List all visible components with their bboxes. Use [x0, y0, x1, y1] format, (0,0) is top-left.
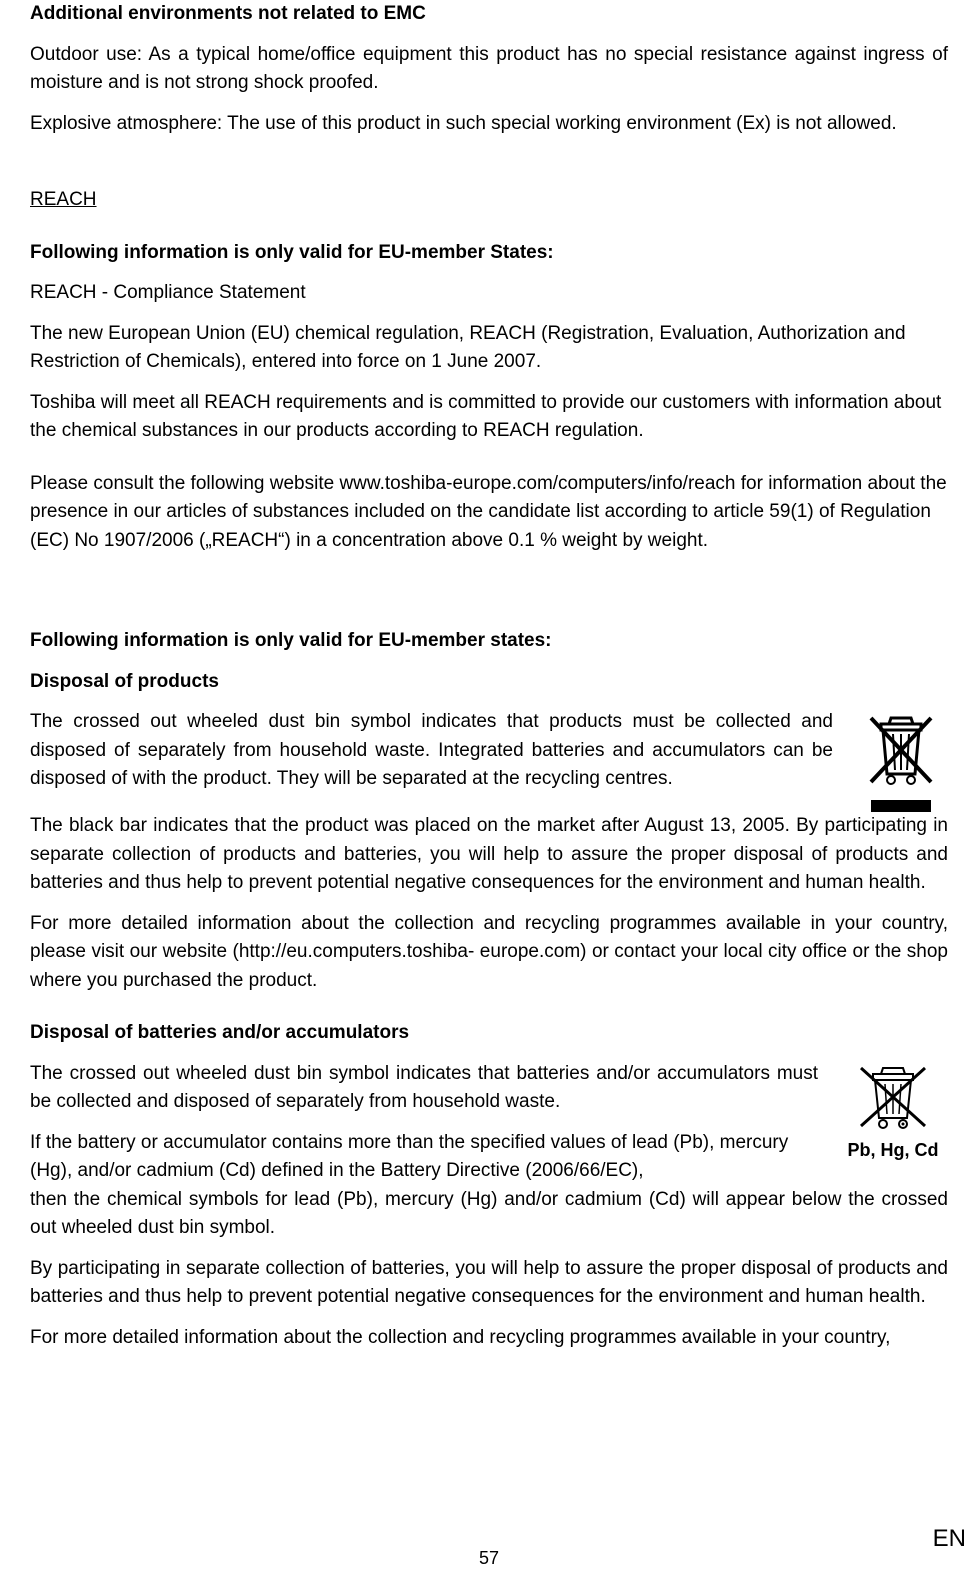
weee-bin-icon [853, 712, 948, 812]
language-label: EN [933, 1525, 966, 1553]
weee-black-bar [871, 800, 931, 812]
disposal-batteries-title: Disposal of batteries and/or accumulator… [30, 1019, 948, 1048]
reach-title: REACH [30, 186, 948, 215]
disposal-batteries-p3: By participating in separate collection … [30, 1255, 948, 1312]
battery-bin-icon: Pb, Hg, Cd [838, 1064, 948, 1161]
reach-statement: REACH - Compliance Statement [30, 279, 948, 308]
reach-p1: The new European Union (EU) chemical reg… [30, 320, 948, 377]
disposal-products-p3: For more detailed information about the … [30, 910, 948, 996]
emc-explosive: Explosive atmosphere: The use of this pr… [30, 110, 948, 139]
chem-symbols-label: Pb, Hg, Cd [838, 1140, 948, 1161]
disposal-batteries-p1: The crossed out wheeled dust bin symbol … [30, 1060, 948, 1117]
reach-heading: Following information is only valid for … [30, 239, 948, 268]
disposal-products-p1: The crossed out wheeled dust bin symbol … [30, 708, 948, 794]
emc-outdoor: Outdoor use: As a typical home/office eq… [30, 41, 948, 98]
disposal-batteries-p2a: If the battery or accumulator contains m… [30, 1129, 948, 1186]
disposal-batteries-p4: For more detailed information about the … [30, 1324, 948, 1353]
page-number: 57 [479, 1548, 499, 1569]
disposal-products-title: Disposal of products [30, 668, 948, 697]
reach-p2: Toshiba will meet all REACH requirements… [30, 389, 948, 446]
disposal-batteries-p2b: then the chemical symbols for lead (Pb),… [30, 1186, 948, 1243]
reach-p3: Please consult the following website www… [30, 470, 948, 556]
emc-heading: Additional environments not related to E… [30, 0, 948, 29]
disposal-heading: Following information is only valid for … [30, 627, 948, 656]
disposal-products-p2: The black bar indicates that the product… [30, 812, 948, 898]
